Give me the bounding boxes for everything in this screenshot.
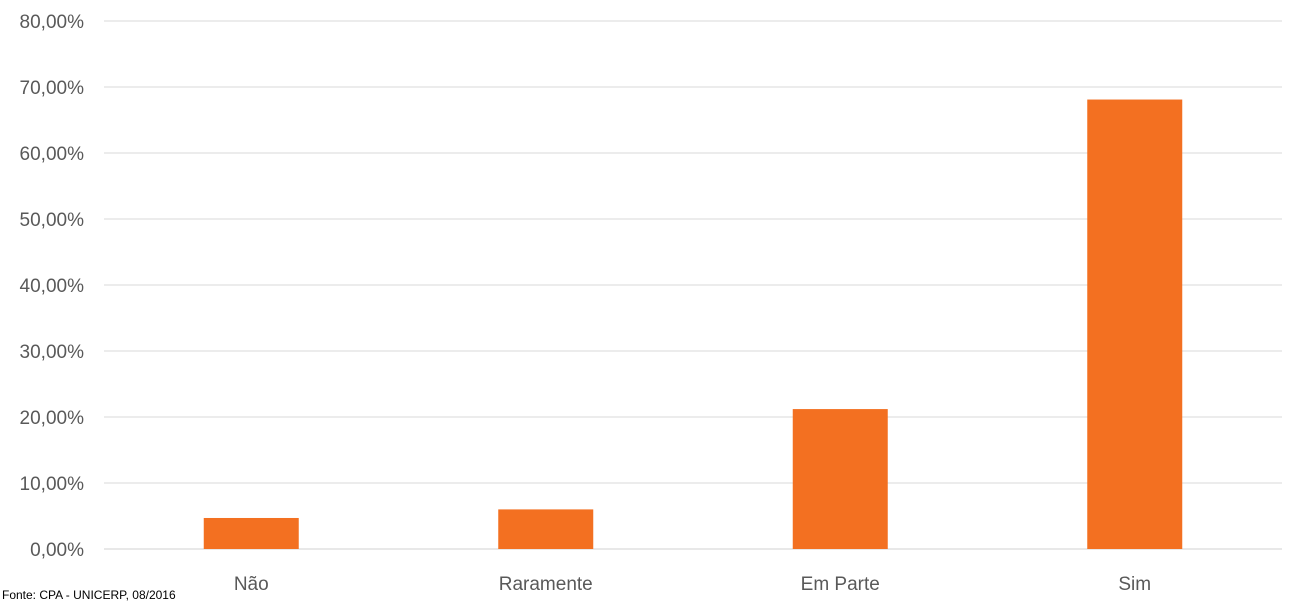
bar xyxy=(792,409,888,549)
bar xyxy=(498,509,594,549)
y-tick-label: 40,00% xyxy=(20,276,85,297)
x-category-label: Sim xyxy=(1118,574,1151,595)
y-tick-label: 30,00% xyxy=(20,342,85,363)
bars xyxy=(203,99,1183,549)
y-tick-label: 20,00% xyxy=(20,408,85,429)
y-tick-label: 70,00% xyxy=(20,78,85,99)
x-category-label: Não xyxy=(234,574,269,595)
gridlines xyxy=(104,20,1282,550)
y-tick-label: 50,00% xyxy=(20,210,85,231)
bar xyxy=(1087,99,1183,549)
y-tick-label: 0,00% xyxy=(30,540,84,561)
x-category-label: Raramente xyxy=(499,574,593,595)
y-tick-label: 60,00% xyxy=(20,144,85,165)
source-note: Fonte: CPA - UNICERP, 08/2016 xyxy=(2,588,176,602)
y-tick-label: 80,00% xyxy=(20,12,85,33)
y-tick-label: 10,00% xyxy=(20,474,85,495)
y-axis-tick-labels: 0,00% 10,00% 20,00% 30,00% 40,00% 50,00% 60,00… xyxy=(20,12,85,561)
bar xyxy=(203,517,299,549)
x-axis-category-labels: Não Raramente Em Parte Sim xyxy=(234,574,1151,595)
x-category-label: Em Parte xyxy=(801,574,880,595)
